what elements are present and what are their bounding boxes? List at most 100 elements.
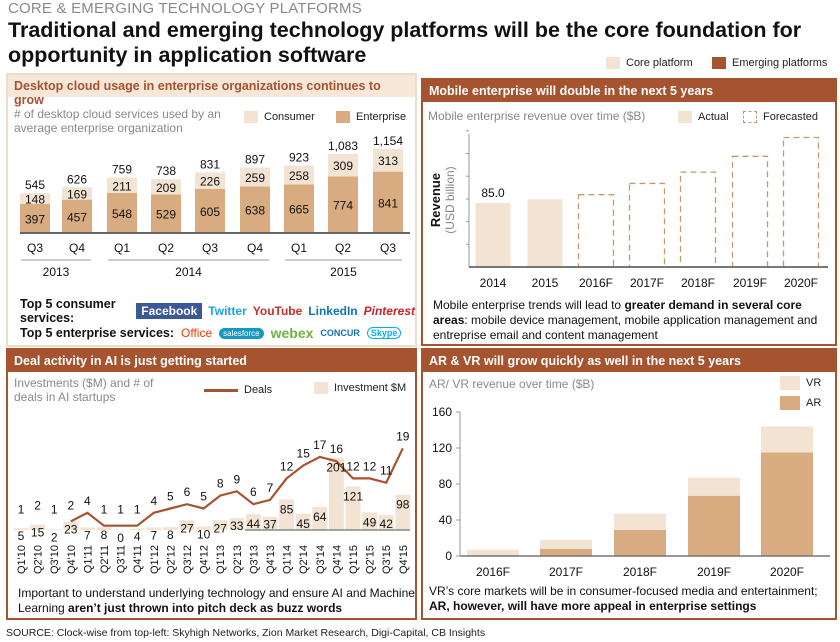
panel-note: Mobile enterprise trends will lead to gr…	[433, 298, 833, 343]
data-label: 258	[289, 169, 309, 183]
y-tick-label: 0	[445, 549, 452, 563]
legend-deals: Deals	[204, 384, 272, 396]
data-label: 209	[156, 181, 176, 195]
deals-label: 5	[167, 490, 174, 504]
x-tick-label: Q2'10	[33, 545, 45, 574]
swatch	[204, 388, 238, 392]
bar-investment	[245, 514, 261, 530]
swatch	[678, 111, 692, 123]
bar-investment	[196, 526, 212, 530]
x-tick-label: 2020F	[770, 565, 804, 579]
total-label: 738	[156, 164, 176, 178]
x-tick-label: 2015	[532, 276, 559, 290]
bar-investment	[179, 520, 195, 530]
bar-actual	[475, 202, 511, 267]
concur-logo: CONCUR	[320, 328, 360, 338]
panel-ai: Deal activity in AI is just getting star…	[6, 348, 417, 620]
bar-investment	[229, 518, 245, 530]
x-tick-label: Q3'12	[182, 545, 194, 574]
deals-label: 2	[67, 498, 74, 512]
legend-label: Core platform	[626, 57, 693, 69]
bar-forecasted	[731, 155, 769, 268]
bar-consumer	[20, 193, 50, 205]
bar-enterprise	[328, 176, 358, 233]
total-label: 626	[67, 172, 87, 186]
deals-label: 1	[117, 503, 124, 517]
bar-investment	[212, 520, 228, 530]
bar-vr	[688, 477, 740, 496]
panel-subtitle: Mobile enterprise revenue over time ($B)	[428, 109, 646, 123]
legend-label: Forecasted	[763, 111, 819, 123]
deals-label: 9	[233, 472, 240, 486]
data-label: 313	[378, 154, 398, 168]
bar-investment	[63, 521, 79, 530]
group-label: 2014	[175, 265, 202, 279]
x-tick-label: Q1	[114, 241, 130, 255]
note-text: Important to understand underlying techn…	[18, 586, 415, 615]
investment-label: 33	[230, 519, 244, 533]
data-label: 548	[112, 207, 132, 221]
x-tick-label: Q2'14	[298, 545, 310, 574]
y-tick-label: 160	[432, 405, 452, 419]
deals-label: 1	[134, 503, 141, 517]
x-tick-label: Q4'13	[265, 545, 277, 574]
x-tick-label: Q2'13	[232, 545, 244, 574]
x-tick-label: Q3'13	[248, 545, 260, 574]
bar-investment	[312, 506, 328, 530]
investment-label: 27	[180, 521, 194, 535]
panel-title: AR & VR will grow quickly as well in the…	[423, 350, 835, 372]
bar-actual	[527, 199, 563, 267]
bar-forecasted	[679, 171, 717, 268]
bar-forecasted	[628, 182, 666, 268]
x-tick-label: Q4'10	[66, 545, 78, 574]
data-label: 841	[378, 196, 398, 210]
enterprise-services: Top 5 enterprise services: Office salesf…	[20, 325, 402, 341]
investment-label: 5	[18, 529, 25, 543]
legend-actual: Actual	[678, 111, 729, 123]
data-label: 148	[25, 193, 45, 207]
bar-investment	[395, 494, 411, 530]
total-label: 831	[200, 157, 220, 171]
x-tick-label: 2018F	[681, 276, 715, 290]
twitter-logo: Twitter	[208, 304, 247, 318]
panel-title: Deal activity in AI is just getting star…	[8, 350, 415, 372]
data-label: 457	[67, 210, 87, 224]
x-tick-label: Q1'10	[16, 545, 28, 574]
x-tick-label: 2019F	[697, 565, 731, 579]
investment-label: 121	[343, 489, 363, 503]
bar-investment	[46, 529, 62, 530]
legend-label: Enterprise	[356, 111, 407, 123]
investment-label: 27	[214, 521, 228, 535]
bar-investment	[129, 528, 145, 530]
legend-core: Core platform	[606, 57, 693, 69]
investment-label: 64	[313, 510, 327, 524]
bar-investment	[30, 524, 46, 530]
swatch	[336, 111, 350, 123]
x-tick-label: Q2	[335, 241, 351, 255]
data-label: 605	[200, 205, 220, 219]
bar-investment	[328, 457, 344, 530]
investment-label: 98	[396, 498, 410, 512]
bar-investment	[362, 512, 378, 530]
investment-label: 37	[263, 518, 277, 532]
deals-label: 1	[51, 503, 58, 517]
x-tick-label: Q1'13	[215, 545, 227, 574]
consumer-label: Top 5 consumer services:	[20, 297, 116, 325]
investment-label: 7	[150, 528, 157, 542]
x-tick-label: Q4	[69, 241, 85, 255]
panel-subtitle: AR/ VR revenue over time ($B)	[429, 377, 595, 391]
bar-consumer	[328, 153, 358, 177]
bar-investment	[262, 516, 278, 530]
legend-label: Emerging platforms	[732, 57, 828, 69]
deals-label: 7	[267, 481, 274, 495]
deals-label: 12	[363, 459, 377, 473]
x-tick-label: Q2'15	[365, 545, 377, 574]
bar-consumer	[107, 177, 137, 193]
data-label: 529	[156, 208, 176, 222]
legend-label: Consumer	[264, 111, 315, 123]
note-bold: greater demand in several core areas	[433, 298, 802, 327]
x-tick-label: Q4'14	[331, 545, 343, 574]
bar-forecasted	[782, 136, 820, 268]
x-tick-label: Q3	[202, 241, 218, 255]
panel-note: Important to understand underlying techn…	[18, 586, 418, 616]
